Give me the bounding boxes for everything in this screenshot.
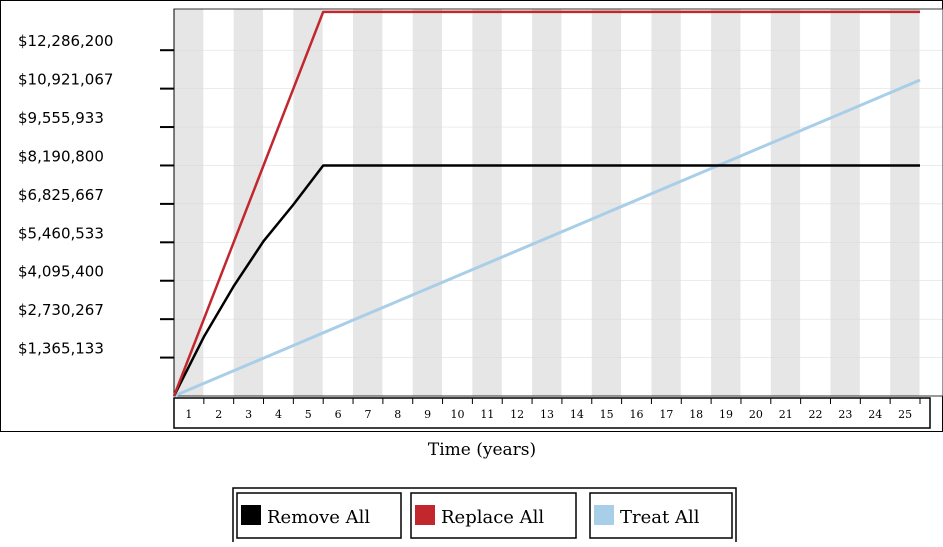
grid-band	[830, 9, 859, 396]
x-tick-label: 8	[394, 408, 401, 421]
legend-swatch	[415, 505, 435, 525]
y-tick-label: $4,095,400	[18, 263, 104, 281]
x-tick-label: 9	[424, 408, 431, 421]
y-tick-label: $1,365,133	[18, 340, 104, 358]
x-tick-label: 23	[838, 408, 852, 421]
legend-label: Replace All	[441, 507, 544, 528]
grid-band	[413, 9, 442, 396]
x-tick-label: 15	[600, 408, 614, 421]
y-axis-ticks: $12,286,200 $10,921,067 $9,555,933 $8,190,8…	[18, 32, 174, 357]
grid-band	[472, 9, 501, 396]
legend-label: Treat All	[620, 507, 700, 528]
legend-item-replace-all: Replace All	[411, 493, 576, 538]
x-tick-label: 3	[245, 408, 252, 421]
legend: Remove All Replace All Treat All	[233, 488, 736, 542]
x-tick-label: 2	[215, 408, 222, 421]
x-axis-label: Time (years)	[428, 440, 536, 460]
x-tick-label: 24	[868, 408, 882, 421]
x-tick-label: 22	[809, 408, 823, 421]
grid-band	[890, 9, 919, 396]
grid-band	[771, 9, 800, 396]
x-tick-label: 5	[305, 408, 312, 421]
grid-band	[711, 9, 740, 396]
y-tick-label: $6,825,667	[18, 186, 104, 204]
x-tick-label: 25	[898, 408, 912, 421]
x-tick-label: 21	[779, 408, 793, 421]
y-tick-label: $10,921,067	[18, 71, 113, 89]
grid-band	[592, 9, 621, 396]
grid-band	[353, 9, 382, 396]
x-tick-label: 11	[480, 408, 494, 421]
legend-item-treat-all: Treat All	[590, 493, 732, 538]
grid-band	[174, 9, 203, 396]
x-tick-label: 18	[689, 408, 703, 421]
y-tick-label: $8,190,800	[18, 147, 104, 165]
legend-swatch	[594, 505, 614, 525]
x-tick-label: 1	[185, 408, 192, 421]
y-tick-label: $12,286,200	[18, 32, 113, 50]
x-tick-label: 10	[450, 408, 464, 421]
y-tick-label: $2,730,267	[18, 301, 104, 319]
grid-band	[532, 9, 561, 396]
legend-swatch	[241, 505, 261, 525]
x-tick-label: 7	[364, 408, 371, 421]
x-tick-label: 20	[749, 408, 763, 421]
x-tick-label: 17	[659, 408, 673, 421]
y-tick-label: $5,460,533	[18, 224, 104, 242]
x-tick-label: 12	[510, 408, 524, 421]
x-tick-label: 16	[630, 408, 644, 421]
x-tick-label: 19	[719, 408, 733, 421]
grid-band	[651, 9, 680, 396]
x-tick-label: 13	[540, 408, 554, 421]
legend-label: Remove All	[267, 507, 370, 528]
x-tick-label: 6	[335, 408, 342, 421]
x-tick-label: 4	[275, 408, 282, 421]
y-tick-label: $9,555,933	[18, 109, 104, 127]
legend-item-remove-all: Remove All	[237, 493, 401, 538]
x-tick-label: 14	[570, 408, 584, 421]
